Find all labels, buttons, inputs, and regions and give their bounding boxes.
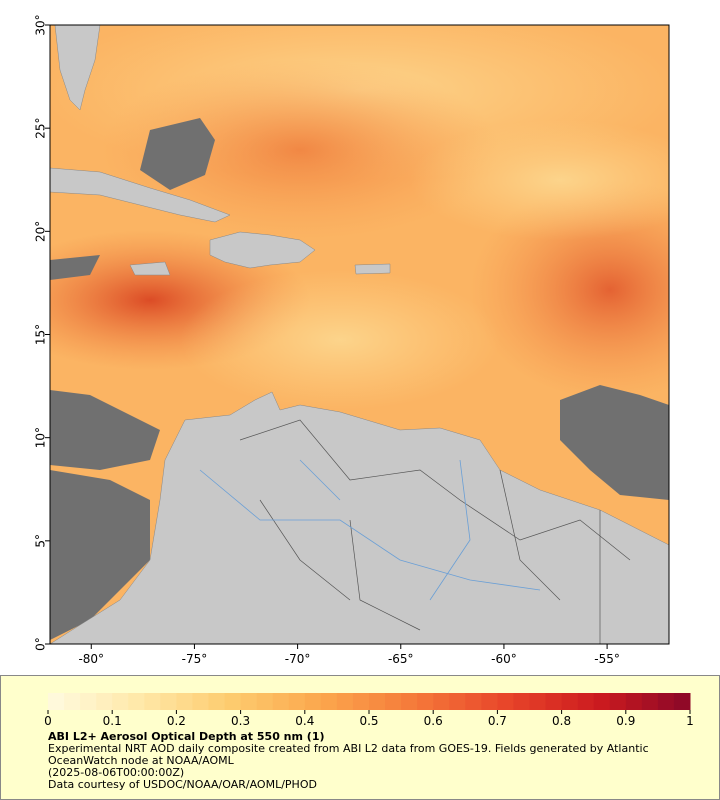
colorbar-step	[224, 693, 242, 710]
colorbar-tick-label: 0.6	[424, 714, 443, 728]
colorbar-step	[256, 693, 274, 710]
colorbar-step	[128, 693, 145, 710]
colorbar-step	[192, 693, 209, 710]
caption: ABI L2+ Aerosol Optical Depth at 550 nm …	[48, 731, 688, 791]
colorbar-step	[465, 693, 482, 710]
x-tick-label: -70°	[285, 652, 311, 666]
land	[50, 391, 669, 644]
land	[54, 25, 101, 111]
colorbar-tick-label: 0	[44, 714, 52, 728]
colorbar-step	[176, 693, 193, 710]
colorbar-tick-label: 0.8	[552, 714, 571, 728]
colorbar-step	[657, 693, 675, 710]
colorbar-step	[96, 693, 113, 710]
cloud	[50, 470, 150, 640]
colorbar-step	[64, 693, 81, 710]
cloud	[50, 390, 160, 470]
colorbar-step	[449, 693, 466, 710]
colorbar-step	[304, 693, 322, 710]
colorbar-step	[160, 693, 177, 710]
caption-title: ABI L2+ Aerosol Optical Depth at 550 nm …	[48, 730, 325, 743]
colorbar-step	[561, 693, 579, 710]
colorbar-step	[577, 693, 595, 710]
colorbar-step	[593, 693, 611, 710]
caption-date: (2025-08-06T00:00:00Z)	[48, 766, 185, 779]
legend-box: 0 0.1 0.2 0.3 0.4 0.5 0.6 0.7 0.8 0.9 1	[0, 675, 720, 800]
border	[239, 419, 631, 644]
colorbar-step	[352, 693, 370, 710]
colorbar-step	[433, 693, 450, 710]
colorbar-step	[240, 693, 258, 710]
y-tick-label: 15°	[34, 324, 48, 345]
colorbar-step	[288, 693, 306, 710]
colorbar-step	[673, 693, 691, 710]
colorbar-tick-label: 1	[686, 714, 694, 728]
y-tick-label: 20°	[34, 221, 48, 242]
y-tick-label: 30°	[34, 14, 48, 35]
colorbar-step	[641, 693, 659, 710]
y-tick-label: 25°	[34, 118, 48, 139]
y-tick-label: 0°	[34, 637, 48, 651]
colorbar-tick-label: 0.9	[616, 714, 635, 728]
colorbar-step	[417, 693, 434, 710]
x-tick-label: -55°	[594, 652, 620, 666]
x-tick-label: -65°	[388, 652, 414, 666]
colorbar-step	[497, 693, 514, 710]
cloud	[560, 385, 669, 500]
y-tick-label: 10°	[34, 427, 48, 448]
colorbar-step	[112, 693, 129, 710]
colorbar-step	[609, 693, 627, 710]
caption-credit: Data courtesy of USDOC/NOAA/OAR/AOML/PHO…	[48, 778, 317, 791]
land	[354, 263, 391, 275]
colorbar-step	[80, 693, 97, 710]
x-tick-label: -75°	[182, 652, 208, 666]
aod-field	[180, 270, 500, 410]
colorbar-step	[48, 693, 65, 710]
colorbar-tick-label: 0.4	[295, 714, 314, 728]
colorbar-step	[545, 693, 563, 710]
colorbar-step	[208, 693, 226, 710]
colorbar-step	[336, 693, 354, 710]
land	[209, 231, 316, 269]
colorbar-step	[272, 693, 290, 710]
land	[129, 261, 171, 276]
colorbar-step	[513, 693, 530, 710]
colorbar-step	[369, 693, 386, 710]
aod-field	[100, 60, 500, 240]
aod-field	[410, 120, 669, 240]
cloud	[50, 255, 100, 280]
cloud	[140, 118, 215, 190]
colorbar-step	[625, 693, 643, 710]
colorbar: 0 0.1 0.2 0.3 0.4 0.5 0.6 0.7 0.8 0.9 1	[44, 693, 694, 728]
colorbar-step	[385, 693, 402, 710]
map-chart: -80° -75° -70° -65° -60° -55° 0° 5° 10° 15° 20° 25°…	[34, 14, 670, 666]
caption-description: Experimental NRT AOD daily composite cre…	[48, 742, 649, 767]
colorbar-step	[401, 693, 418, 710]
colorbar-step	[529, 693, 547, 710]
colorbar-step	[481, 693, 498, 710]
river	[199, 459, 541, 601]
colorbar-step	[320, 693, 338, 710]
colorbar-step	[144, 693, 161, 710]
colorbar-tick-label: 0.2	[167, 714, 186, 728]
colorbar-tick-label: 0.5	[359, 714, 378, 728]
colorbar-tick-label: 0.7	[488, 714, 507, 728]
colorbar-tick-label: 0.3	[231, 714, 250, 728]
x-tick-label: -80°	[78, 652, 104, 666]
map-area	[50, 25, 669, 644]
colorbar-tick-label: 0.1	[103, 714, 122, 728]
x-tick-label: -60°	[491, 652, 517, 666]
land	[50, 167, 231, 223]
y-tick-label: 5°	[34, 534, 48, 548]
